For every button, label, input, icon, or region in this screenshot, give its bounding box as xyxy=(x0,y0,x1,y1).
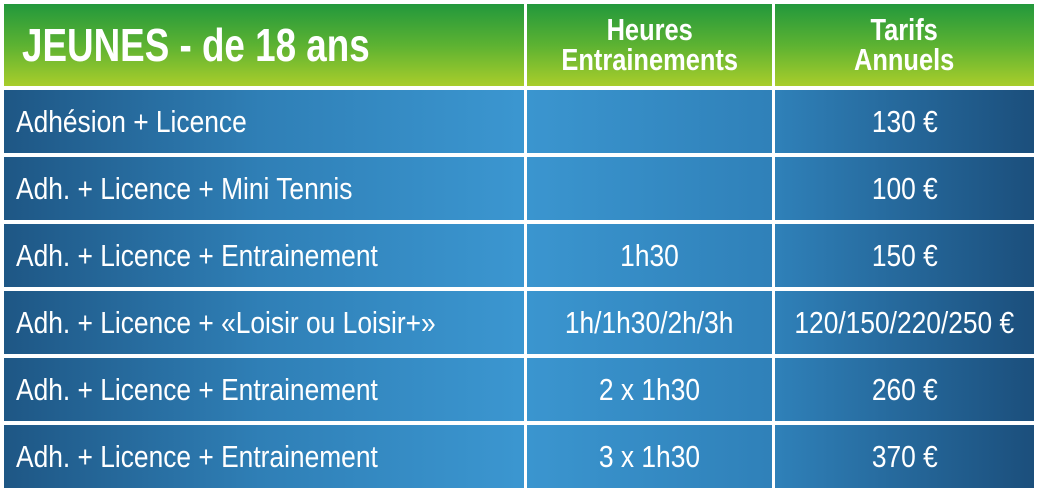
row-label-text: Adhésion + Licence xyxy=(16,103,247,139)
pricing-table: JEUNES - de 18 ans Heures Entrainements T… xyxy=(4,4,1034,488)
row-price-text: 260 € xyxy=(871,371,938,407)
row-hours xyxy=(527,157,772,220)
row-hours: 2 x 1h30 xyxy=(527,358,772,421)
table-title: JEUNES - de 18 ans xyxy=(4,4,524,86)
row-price-text: 150 € xyxy=(871,237,938,273)
row-price-text: 130 € xyxy=(871,103,938,139)
row-label-text: Adh. + Licence + Entrainement xyxy=(16,371,378,407)
row-hours: 1h/1h30/2h/3h xyxy=(527,291,772,354)
row-label-text: Adh. + Licence + «Loisir ou Loisir+» xyxy=(16,304,436,340)
row-label: Adh. + Licence + Entrainement xyxy=(4,358,524,421)
row-hours: 3 x 1h30 xyxy=(527,425,772,488)
row-label: Adh. + Licence + «Loisir ou Loisir+» xyxy=(4,291,524,354)
row-price: 260 € xyxy=(775,358,1034,421)
row-price-text: 370 € xyxy=(871,438,938,474)
row-price: 120/150/220/250 € xyxy=(775,291,1034,354)
header-price-line2: Annuels xyxy=(854,42,955,77)
row-price: 100 € xyxy=(775,157,1034,220)
title-text: JEUNES - de 18 ans xyxy=(22,19,370,71)
header-price-line1: Tarifs xyxy=(870,12,939,47)
row-hours: 1h30 xyxy=(527,224,772,287)
row-label-text: Adh. + Licence + Entrainement xyxy=(16,237,378,273)
row-hours-text: 2 x 1h30 xyxy=(598,371,701,407)
row-label: Adh. + Licence + Mini Tennis xyxy=(4,157,524,220)
header-price-text: Tarifs Annuels xyxy=(854,12,955,77)
row-label: Adh. + Licence + Entrainement xyxy=(4,425,524,488)
row-label: Adh. + Licence + Entrainement xyxy=(4,224,524,287)
row-price-text: 100 € xyxy=(871,170,938,206)
header-hours-text: Heures Entrainements xyxy=(561,12,738,77)
row-hours xyxy=(527,90,772,153)
row-hours-text: 3 x 1h30 xyxy=(598,438,701,474)
header-hours-line2: Entrainements xyxy=(561,42,738,77)
header-hours: Heures Entrainements xyxy=(527,4,772,86)
row-label-text: Adh. + Licence + Mini Tennis xyxy=(16,170,353,206)
row-hours-text: 1h/1h30/2h/3h xyxy=(565,304,734,340)
row-price: 370 € xyxy=(775,425,1034,488)
row-hours-text: 1h30 xyxy=(620,237,679,273)
row-price: 130 € xyxy=(775,90,1034,153)
header-hours-line1: Heures xyxy=(606,12,693,47)
row-label-text: Adh. + Licence + Entrainement xyxy=(16,438,378,474)
row-price: 150 € xyxy=(775,224,1034,287)
header-price: Tarifs Annuels xyxy=(775,4,1034,86)
row-price-text: 120/150/220/250 € xyxy=(794,304,1015,340)
row-label: Adhésion + Licence xyxy=(4,90,524,153)
